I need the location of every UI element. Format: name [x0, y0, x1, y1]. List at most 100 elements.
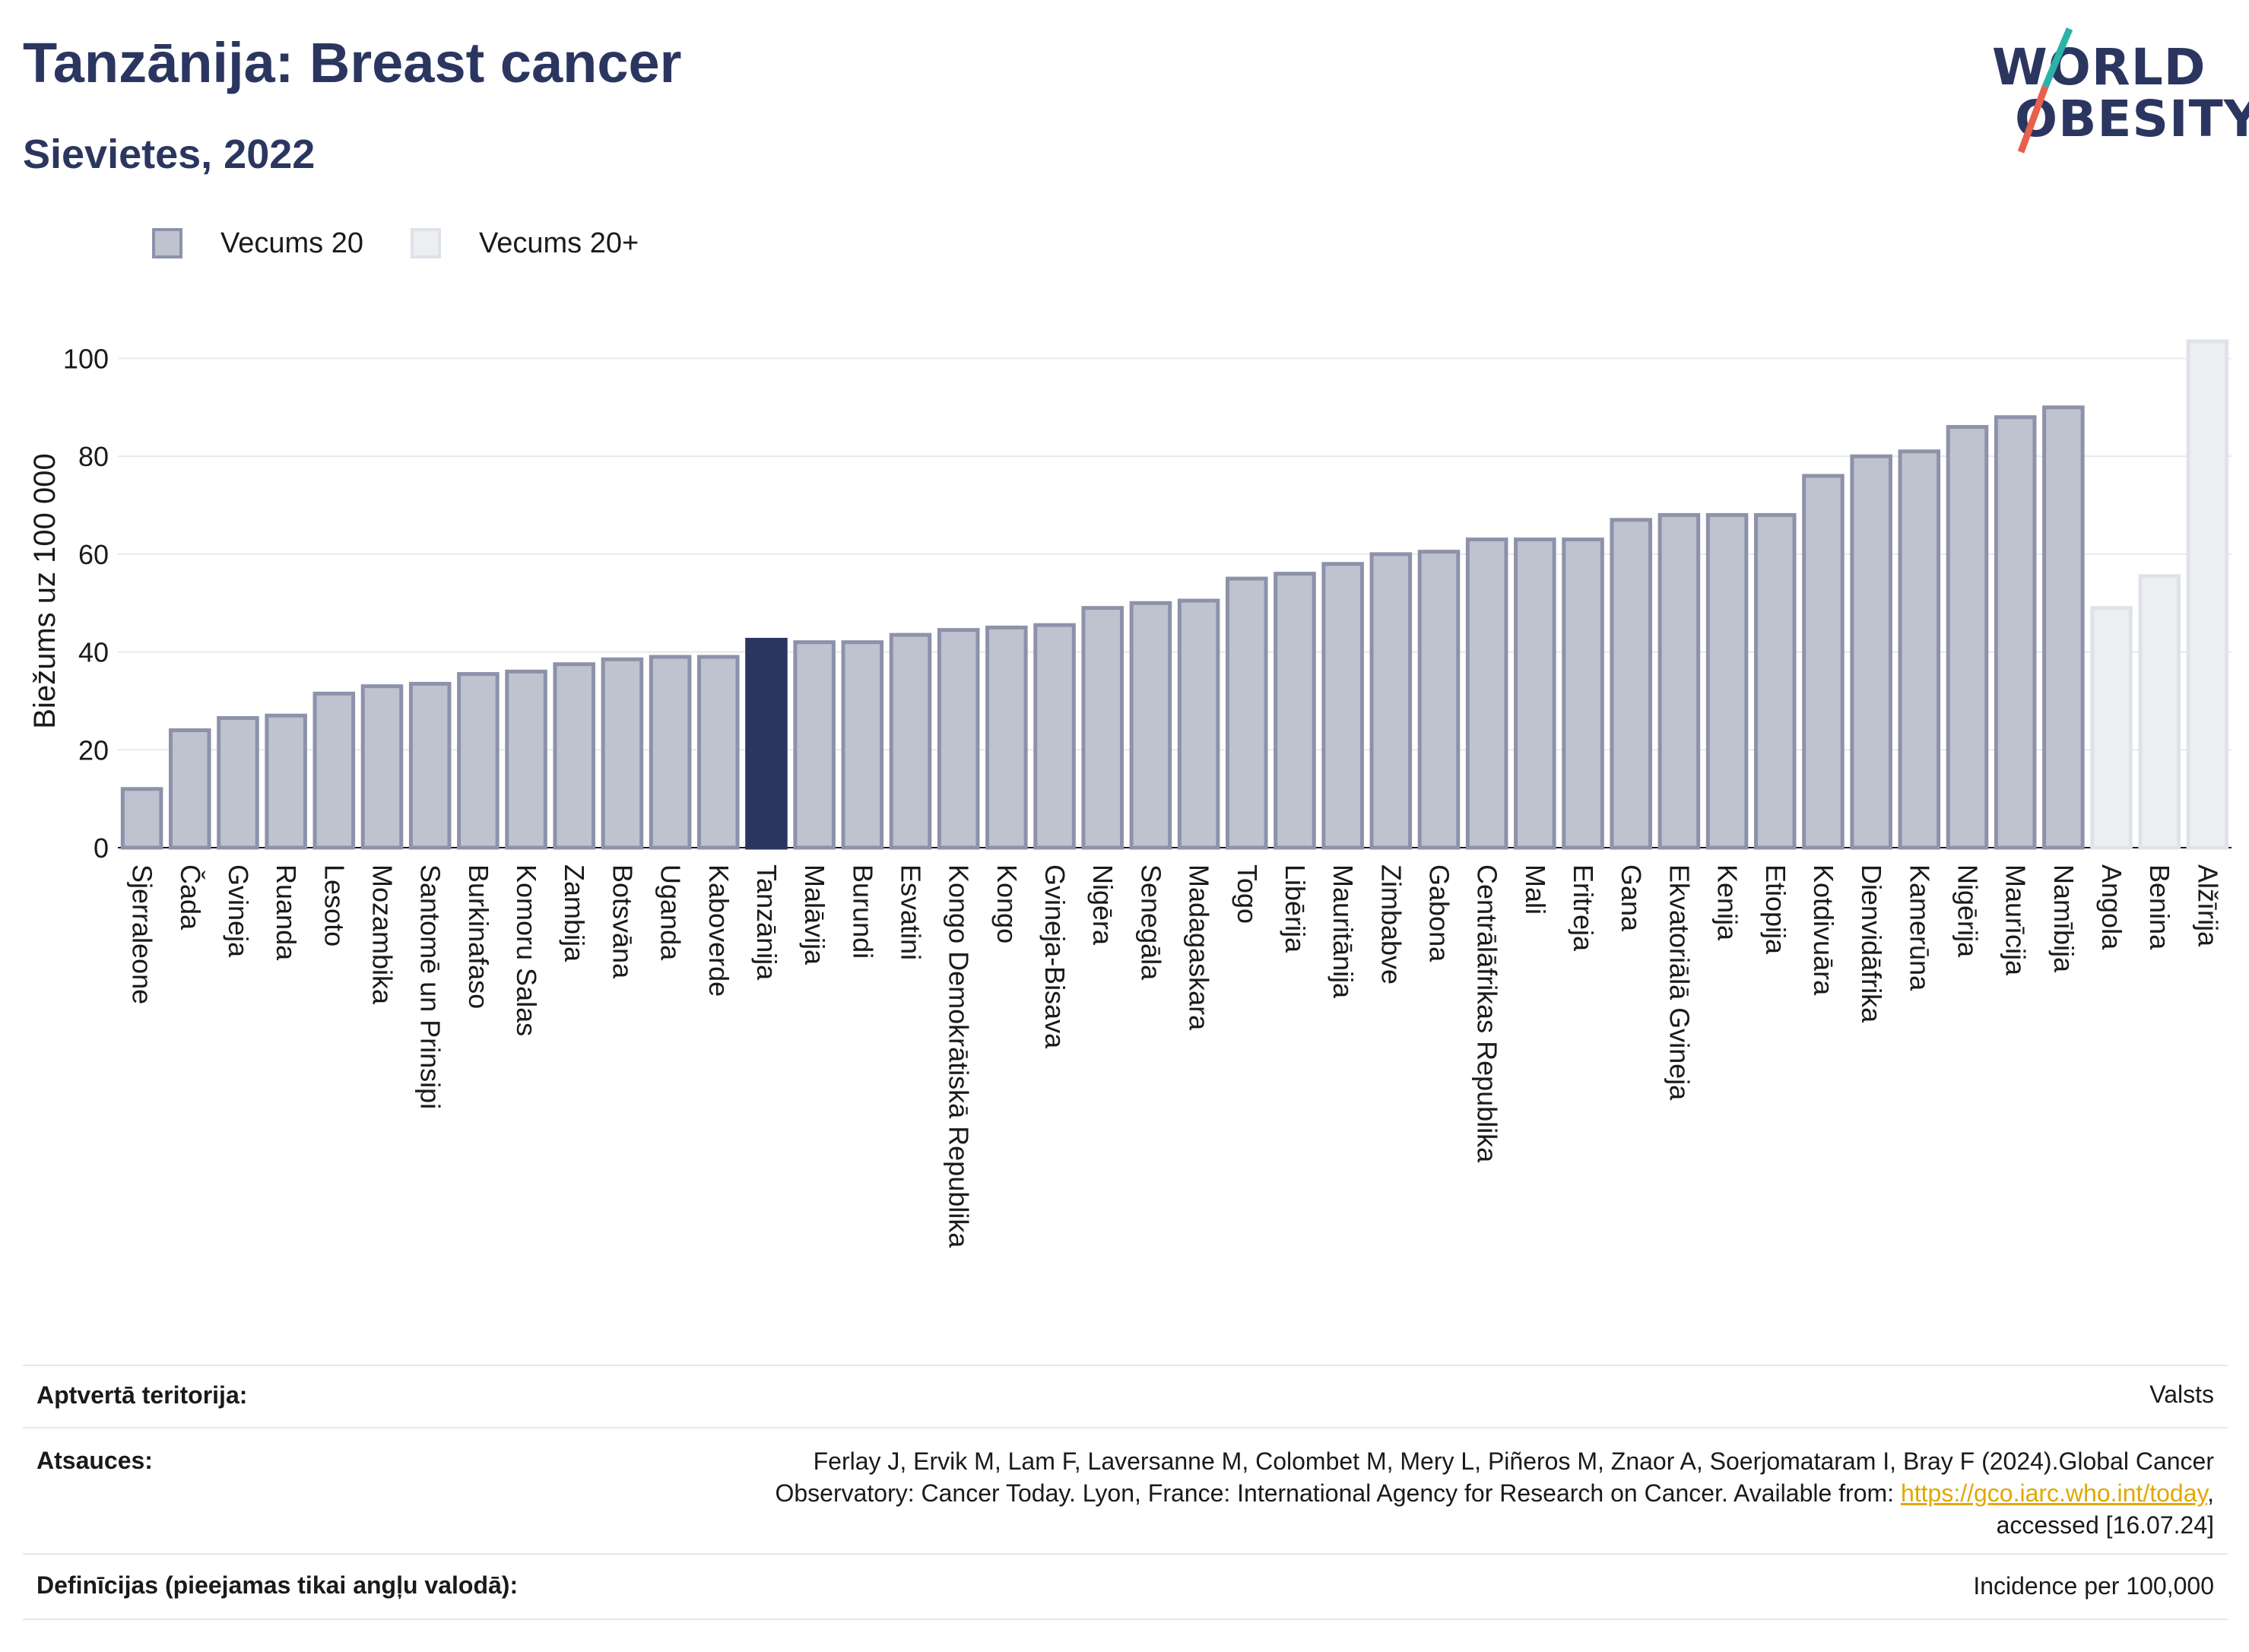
bar	[360, 684, 404, 850]
bar	[312, 691, 356, 850]
x-tick-label: Komoru Salas	[511, 864, 542, 1036]
y-tick-label: 100	[63, 343, 109, 374]
bar	[217, 715, 259, 850]
bar	[1369, 552, 1413, 850]
bar	[649, 655, 692, 850]
references-line-1: Ferlay J, Ervik M, Lam F, Laversanne M, …	[813, 1447, 2214, 1475]
x-tick-label: Tanzānija	[751, 864, 782, 981]
bar	[2138, 574, 2181, 850]
bar	[985, 625, 1028, 850]
x-tick-label: Kotdivuāra	[1808, 864, 1839, 996]
bar	[2186, 339, 2229, 850]
coverage-value: Valsts	[2149, 1381, 2214, 1408]
legend-swatch-age20	[152, 228, 182, 258]
x-tick-label: Botsvāna	[607, 864, 638, 979]
bar	[1850, 454, 1892, 850]
x-tick-label: Madagaskara	[1184, 864, 1215, 1031]
x-tick-label: Maurīcija	[2000, 864, 2032, 976]
x-tick-label: Senegāla	[1135, 864, 1166, 981]
bar	[745, 638, 788, 850]
x-tick-label: Alžīrija	[2192, 864, 2223, 947]
x-tick-label: Santomē un Prinsipi	[415, 864, 446, 1109]
x-tick-label: Gvineja-Bisava	[1039, 864, 1071, 1049]
bar	[1177, 598, 1220, 850]
x-tick-label: Etiopija	[1760, 864, 1791, 955]
logo-slash-teal	[2041, 27, 2073, 88]
definitions-value: Incidence per 100,000	[1973, 1572, 2214, 1600]
x-tick-label: Čada	[175, 864, 206, 931]
y-axis-label: Biežums uz 100 000	[28, 453, 62, 728]
x-tick-label: Kongo Demokrātiskā Republika	[944, 864, 975, 1248]
bar	[1081, 606, 1124, 850]
page-subtitle: Sievietes, 2022	[23, 132, 316, 177]
bar	[1274, 572, 1316, 850]
y-tick-label: 40	[78, 637, 109, 668]
bar	[697, 655, 740, 850]
references-line-2-tail: ,	[2207, 1479, 2214, 1507]
legend-label-age20plus: Vecums 20+	[479, 227, 639, 259]
y-tick-label: 80	[78, 441, 109, 472]
bar	[1033, 623, 1076, 850]
x-tick-label: Mozambika	[367, 864, 398, 1005]
legend-label-age20: Vecums 20	[220, 227, 363, 259]
footer-row-coverage: Aptvertā teritorija: Valsts	[23, 1365, 2228, 1428]
bar-chart: 0 20 40 60 80 100 Biežums uz 100 000 Sjerraleon…	[28, 339, 2232, 1248]
bar	[1994, 415, 2037, 850]
x-tick-label: Dienvidāfrika	[1856, 864, 1887, 1023]
page-title: Tanzānija: Breast cancer	[23, 31, 682, 94]
references-line-2: Observatory: Cancer Today. Lyon, France:…	[775, 1477, 2214, 1509]
bar	[505, 669, 547, 850]
x-tick-label: Gabona	[1424, 864, 1455, 962]
x-tick-label: Uganda	[655, 864, 687, 961]
bar	[553, 662, 595, 850]
x-tick-label: Namībija	[2048, 864, 2079, 973]
bar	[1898, 449, 1941, 850]
x-tick-label: Gvineja	[223, 864, 254, 958]
bar	[889, 633, 932, 850]
x-tick-label: Angola	[2096, 864, 2127, 950]
bar	[1226, 576, 1268, 850]
x-tick-label: Kenija	[1712, 864, 1743, 941]
y-tick-label: 60	[78, 539, 109, 570]
x-tick-label: Nigēra	[1087, 864, 1118, 946]
x-tick-label: Eritreja	[1568, 864, 1599, 952]
references-link[interactable]: https://gco.iarc.who.int/today	[1900, 1479, 2208, 1507]
footer-row-references: Atsauces: Ferlay J, Ervik M, Lam F, Lave…	[23, 1427, 2228, 1555]
world-obesity-logo: WORLD OBESITY	[1984, 23, 2249, 160]
x-tick-label: Zimbabve	[1375, 864, 1407, 985]
references-label: Atsauces:	[36, 1447, 153, 1474]
x-tick-label: Togo	[1232, 864, 1263, 924]
bar	[1417, 550, 1461, 850]
y-tick-label: 0	[94, 832, 109, 864]
bar	[265, 713, 307, 850]
legend-swatch-age20plus	[411, 228, 441, 258]
references-line-3: accessed [16.07.24]	[1996, 1511, 2214, 1539]
x-tick-label: Lesoto	[319, 864, 350, 946]
bar	[1705, 512, 1749, 850]
references-line-2-text: Observatory: Cancer Today. Lyon, France:…	[775, 1479, 1901, 1507]
x-tick-label: Kamerūna	[1904, 864, 1935, 991]
x-tick-label: Centrālāfrikas Republika	[1472, 864, 1503, 1163]
bar	[601, 657, 644, 850]
bar	[1657, 512, 1701, 850]
x-tick-label: Kaboverde	[703, 864, 734, 997]
logo-line-2: OBESITY	[2015, 90, 2249, 148]
x-tick-label: Mauritānija	[1328, 864, 1359, 999]
x-tick-label: Nigērija	[1952, 864, 1984, 958]
logo-line-1: WORLD	[1992, 38, 2206, 97]
logo-slash-icon	[2017, 27, 2073, 154]
bar	[1514, 537, 1556, 850]
bar	[120, 787, 163, 850]
x-tick-label: Ekvatoriālā Gvineja	[1664, 864, 1695, 1101]
bar	[2090, 606, 2133, 850]
bar	[1802, 474, 1845, 850]
footer-row-definitions: Definīcijas (pieejamas tikai angļu valod…	[23, 1553, 2228, 1620]
coverage-label: Aptvertā teritorija:	[36, 1381, 248, 1409]
bar	[841, 640, 884, 850]
bar	[1946, 425, 1989, 850]
x-tick-label: Sjerraleone	[127, 864, 158, 1004]
bar	[457, 672, 500, 850]
bar	[2042, 405, 2085, 850]
bar	[408, 681, 452, 850]
x-tick-label: Burkinafaso	[463, 864, 494, 1009]
